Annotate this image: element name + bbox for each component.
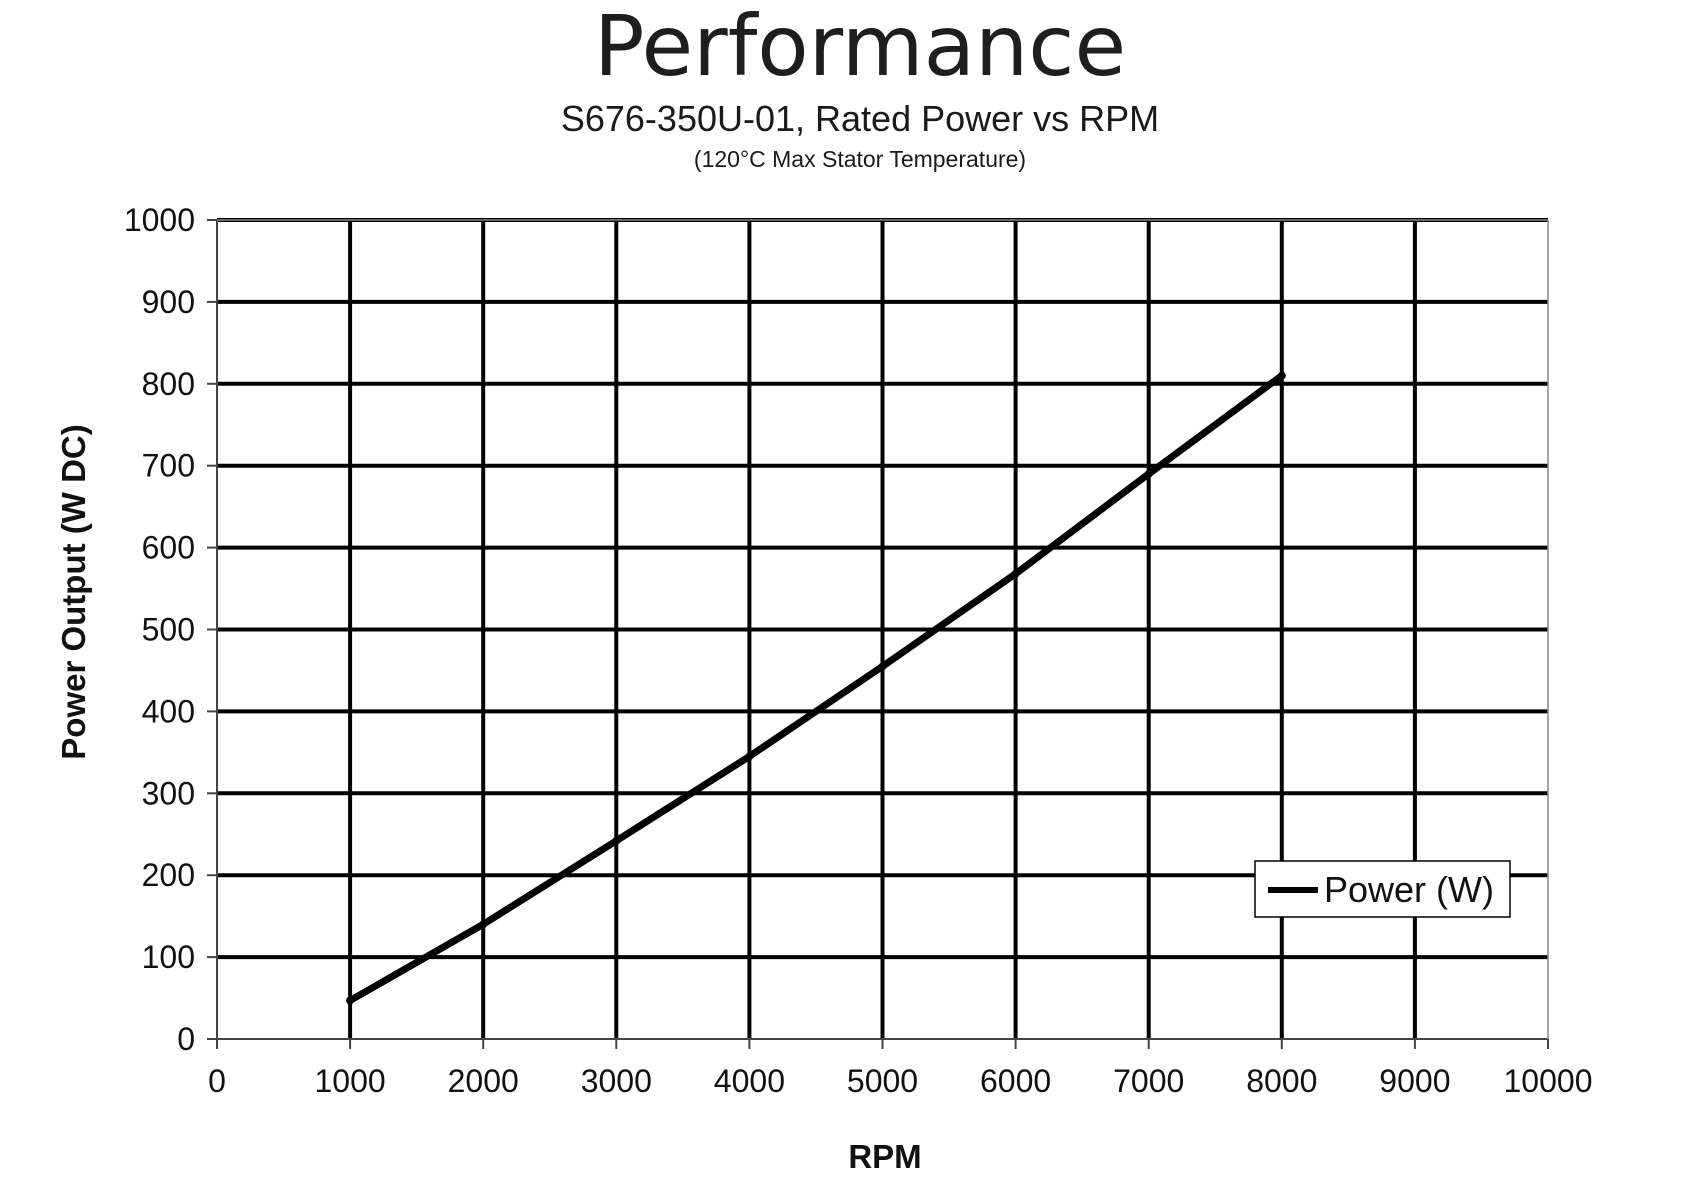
data-point-0-2 — [612, 836, 621, 845]
y-tick-label-7: 700 — [142, 448, 195, 484]
y-tick-label-6: 600 — [142, 530, 195, 566]
x-tick-label-2: 2000 — [448, 1063, 519, 1099]
data-point-0-4 — [878, 662, 887, 671]
chart-subtitle: S676-350U-01, Rated Power vs RPM — [561, 98, 1159, 139]
x-axis-title: RPM — [848, 1138, 921, 1175]
y-tick-label-0: 0 — [177, 1021, 195, 1057]
grid-lines — [217, 218, 1548, 1039]
chart-note: (120°C Max Stator Temperature) — [694, 146, 1026, 172]
y-tick-label-2: 200 — [142, 857, 195, 893]
x-tick-label-6: 6000 — [980, 1063, 1051, 1099]
x-tick-label-3: 3000 — [581, 1063, 652, 1099]
y-tick-label-1: 100 — [142, 939, 195, 975]
x-tick-label-7: 7000 — [1113, 1063, 1184, 1099]
tick-labels: 0 1000 2000 3000 4000 5000 6000 7000 8000 9000 100… — [124, 202, 1593, 1099]
data-point-0-1 — [479, 920, 488, 929]
y-tick-label-9: 900 — [142, 284, 195, 320]
y-tick-label-5: 500 — [142, 612, 195, 648]
y-tick-label-8: 800 — [142, 366, 195, 402]
x-tick-label-5: 5000 — [847, 1063, 918, 1099]
x-tick-label-0: 0 — [208, 1063, 226, 1099]
x-tick-label-9: 9000 — [1379, 1063, 1450, 1099]
chart-title: Performance — [594, 0, 1126, 95]
x-tick-label-1: 1000 — [315, 1063, 386, 1099]
x-tick-label-8: 8000 — [1246, 1063, 1317, 1099]
y-tick-label-10: 1000 — [124, 202, 195, 238]
data-point-0-6 — [1144, 469, 1153, 478]
legend: Power (W) — [1254, 860, 1511, 918]
x-tick-label-4: 4000 — [714, 1063, 785, 1099]
y-tick-label-4: 400 — [142, 693, 195, 729]
legend-label: Power (W) — [1324, 869, 1494, 910]
axes — [207, 219, 1549, 1049]
data-point-0-7 — [1277, 371, 1286, 380]
x-tick-label-10: 10000 — [1504, 1063, 1593, 1099]
series-lines — [346, 371, 1286, 1005]
data-point-0-5 — [1011, 569, 1020, 578]
data-point-0-0 — [346, 996, 355, 1005]
y-axis-title: Power Output (W DC) — [55, 424, 92, 759]
data-point-0-3 — [745, 752, 754, 761]
y-tick-label-3: 300 — [142, 775, 195, 811]
series-line-0 — [348, 372, 1284, 1004]
